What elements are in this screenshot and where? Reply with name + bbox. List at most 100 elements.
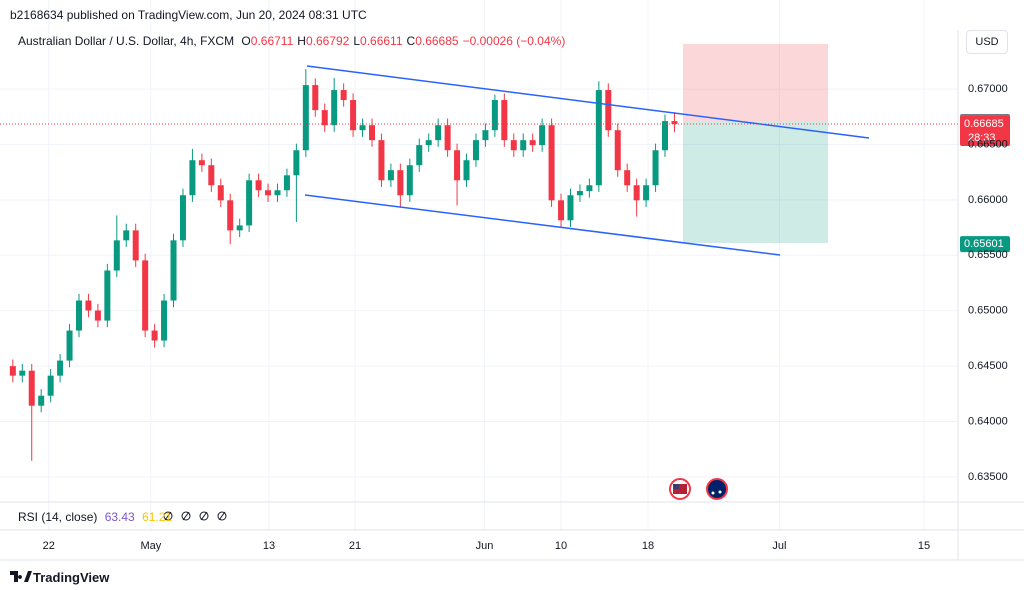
brand: TradingView — [33, 570, 110, 585]
x-tick-label: Jul — [772, 540, 786, 552]
y-tick-label: 0.65000 — [968, 305, 1008, 317]
candle-body — [47, 375, 54, 396]
price-tag — [960, 115, 1010, 146]
candle-body — [198, 160, 205, 166]
ohlc-label: C — [406, 34, 416, 48]
candle-body — [624, 170, 631, 186]
x-tick-label: May — [140, 540, 161, 552]
flag-icon — [669, 478, 691, 500]
candle-body — [491, 100, 498, 131]
target-zone — [683, 121, 828, 243]
candle-body — [274, 190, 281, 196]
candle-body — [567, 195, 574, 221]
candle-body — [142, 260, 149, 331]
candle-body — [359, 125, 366, 131]
price-tag-label: 0.65601 — [964, 238, 1004, 250]
candle-body — [378, 140, 385, 181]
x-tick-label: 10 — [555, 540, 567, 552]
candle-body — [463, 160, 470, 181]
y-tick-label: 0.64000 — [968, 415, 1008, 427]
candle-body — [454, 150, 461, 181]
candle-body — [501, 100, 508, 141]
candle-body — [350, 100, 357, 131]
candle-body — [208, 165, 215, 186]
candle-body — [558, 200, 565, 221]
candle-body — [312, 85, 319, 111]
candle-body — [397, 170, 404, 196]
x-tick-label: 22 — [43, 540, 55, 552]
candle-body — [520, 140, 527, 151]
indicator-name: RSI (14, close) — [18, 510, 98, 524]
candle-body — [444, 125, 451, 151]
logo — [10, 571, 32, 582]
candle-body — [283, 175, 290, 191]
candle-body — [614, 130, 621, 171]
indicator-value: 63.43 — [104, 510, 135, 524]
candle-body — [406, 165, 413, 196]
candle-body — [293, 150, 300, 176]
countdown: 28:33 — [968, 132, 996, 144]
candle-body — [246, 180, 253, 226]
candle-body — [482, 130, 489, 141]
candle-body — [57, 360, 64, 376]
candle-body — [66, 330, 73, 361]
candle-body — [539, 125, 546, 146]
ohlc-value: 0.66685 — [415, 34, 459, 48]
x-tick-label: Jun — [476, 540, 494, 552]
y-tick-label: 0.67000 — [968, 83, 1008, 95]
candle-body — [255, 180, 262, 191]
flag-icon — [706, 478, 728, 500]
candle-body — [368, 125, 375, 141]
candle-body — [425, 140, 432, 146]
candle-body — [85, 300, 92, 311]
candle-body — [472, 140, 479, 161]
candle-body — [151, 330, 158, 341]
x-tick-label: 18 — [642, 540, 654, 552]
indicator-icons — [163, 511, 227, 521]
ohlc-label: O — [241, 34, 251, 48]
candle-body — [28, 370, 35, 406]
candle-body — [265, 190, 272, 196]
indicator-legend: RSI (14, close) 63.43 61.21 — [18, 510, 176, 524]
candle-body — [94, 310, 101, 321]
legend: Australian Dollar / U.S. Dollar, 4h, FXC… — [18, 34, 569, 48]
candle-body — [510, 140, 517, 151]
x-tick-label: 21 — [349, 540, 361, 552]
candle-body — [435, 125, 442, 141]
y-tick-label: 0.66500 — [968, 138, 1008, 150]
publish-info: b2168634 published on TradingView.com, J… — [10, 8, 367, 22]
ohlc-label: L — [353, 34, 361, 48]
y-tick-label: 0.66000 — [968, 194, 1008, 206]
candle-body — [227, 200, 234, 231]
y-tick-label: 0.64500 — [968, 360, 1008, 372]
ohlc-value: 0.66792 — [305, 34, 350, 48]
x-tick-label: 13 — [263, 540, 275, 552]
ohlc-value: 0.66711 — [250, 34, 294, 48]
candle-body — [576, 191, 583, 196]
candle-body — [633, 185, 640, 201]
currency-button[interactable]: USD — [966, 30, 1008, 54]
y-tick-label: 0.63500 — [968, 471, 1008, 483]
candle-body — [132, 230, 139, 261]
candle-body — [671, 121, 678, 124]
candle-body — [529, 140, 536, 146]
ohlc-label: H — [297, 34, 306, 48]
candle-body — [340, 90, 347, 101]
candle-body — [643, 185, 650, 201]
ohlc-value: 0.66611 — [360, 34, 403, 48]
candle-body — [113, 240, 120, 271]
symbol: Australian Dollar / U.S. Dollar, 4h, FXC… — [18, 34, 235, 48]
candle-body — [387, 170, 394, 181]
candle-body — [416, 145, 423, 166]
candle-body — [331, 90, 338, 126]
candle-body — [586, 185, 593, 192]
candle-body — [595, 90, 602, 186]
candle-body — [123, 230, 130, 241]
candle-body — [104, 270, 111, 321]
candle-body — [189, 160, 196, 196]
candle-body — [605, 90, 612, 131]
trend-line — [304, 194, 781, 256]
candle-body — [548, 125, 555, 201]
